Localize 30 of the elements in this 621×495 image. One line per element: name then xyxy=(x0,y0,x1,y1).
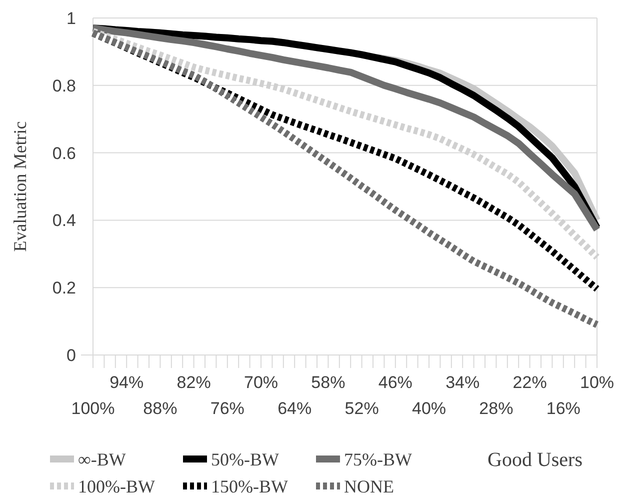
y-tick-label: 0 xyxy=(66,346,76,365)
legend-label: 150%-BW xyxy=(211,476,288,495)
x-tick-label: 16% xyxy=(546,399,580,418)
x-tick-label: 64% xyxy=(278,399,312,418)
x-tick-label: 58% xyxy=(311,373,346,392)
x-tick-label: 34% xyxy=(446,373,480,392)
x-tick-label: 70% xyxy=(244,373,278,392)
y-tick-label: 0.6 xyxy=(52,144,76,163)
legend-label: NONE xyxy=(344,476,394,495)
x-tick-label: 28% xyxy=(479,399,514,418)
legend-label: 50%-BW xyxy=(211,449,279,470)
y-tick-label: 0.8 xyxy=(52,76,76,96)
x-tick-label: 40% xyxy=(412,399,446,418)
x-tick-label: 52% xyxy=(344,399,379,418)
y-axis-title: Evaluation Metric xyxy=(10,121,30,252)
x-tick-label: 100% xyxy=(71,399,115,418)
x-tick-label: 88% xyxy=(143,399,178,418)
legend-label: 100%-BW xyxy=(78,476,155,495)
x-tick-label: 22% xyxy=(512,373,547,392)
y-tick-label: 0.2 xyxy=(52,278,76,298)
y-tick-label: 0.4 xyxy=(52,211,76,230)
x-tick-label: 82% xyxy=(176,373,211,392)
legend-label: ∞-BW xyxy=(78,449,126,470)
y-tick-label: 1 xyxy=(66,8,76,28)
x-axis-title: Good Users xyxy=(488,449,583,471)
x-tick-label: 76% xyxy=(210,399,244,418)
x-tick-label: 46% xyxy=(378,373,412,392)
legend-label: 75%-BW xyxy=(344,449,412,470)
x-tick-label: 94% xyxy=(110,373,144,392)
x-tick-label: 10% xyxy=(580,373,614,392)
